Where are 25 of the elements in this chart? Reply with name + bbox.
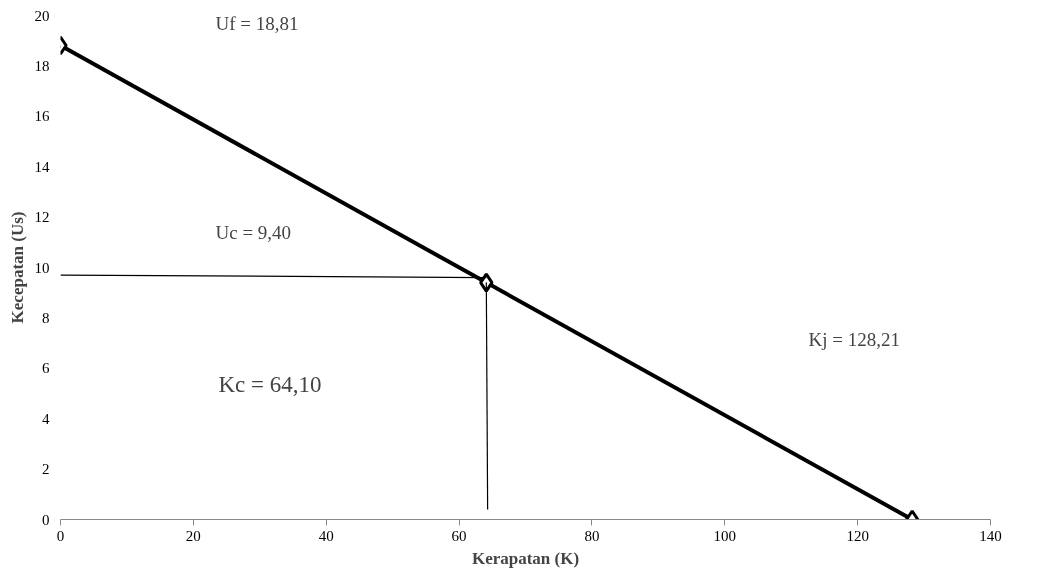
x-tick-label: 120 [846, 527, 869, 544]
x-axis-title: Kerapatan (K) [471, 548, 580, 568]
x-tick-label: 100 [713, 527, 737, 544]
y-tick-label: 6 [42, 360, 50, 377]
annotation: Kj = 128,21 [808, 329, 900, 350]
x-tick-label: 140 [979, 527, 1002, 544]
y-tick-label: 12 [34, 209, 50, 226]
y-tick-label: 14 [34, 158, 50, 175]
y-tick-label: 20 [34, 7, 50, 24]
x-tick-label: 0 [56, 527, 65, 544]
y-tick-label: 16 [34, 108, 50, 125]
y-axis-title: Kecepatan (Us) [7, 211, 27, 324]
annotation: Uc = 9,40 [215, 222, 292, 243]
x-tick-label: 60 [451, 527, 467, 544]
x-tick-label: 20 [185, 527, 201, 544]
y-tick-label: 0 [42, 511, 50, 528]
y-tick-label: 18 [34, 57, 50, 74]
y-tick-label: 2 [42, 461, 50, 478]
x-tick-label: 40 [318, 527, 334, 544]
y-tick-label: 10 [34, 259, 50, 276]
annotation: Kc = 64,10 [218, 372, 322, 397]
annotation: Uf = 18,81 [215, 13, 299, 34]
y-tick-label: 4 [42, 410, 50, 427]
x-tick-label: 80 [584, 527, 600, 544]
y-tick-label: 8 [42, 309, 50, 326]
